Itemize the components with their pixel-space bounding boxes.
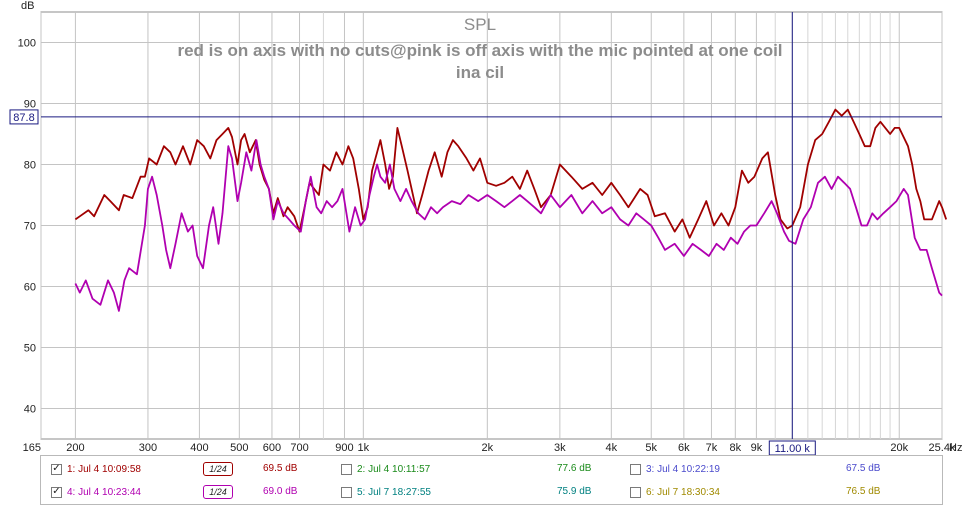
y-tick-label: 70 (24, 221, 36, 233)
x-axis-unit: Hz (949, 442, 962, 454)
legend-item-5[interactable]: 5: Jul 7 18:27:55 (341, 481, 431, 503)
measurement-1-value: 69.5 dB (263, 463, 298, 474)
measurement-3-checkbox[interactable] (630, 463, 641, 475)
measurement-2-checkbox[interactable] (341, 463, 352, 475)
x-tick-label: 4k (606, 442, 618, 454)
legend-item-6[interactable]: 6: Jul 7 18:30:34 (630, 481, 720, 503)
cursor-x-readout: 11.00 k (775, 443, 811, 455)
measurement-1-checkbox[interactable]: ✓ (51, 463, 62, 475)
legend-row-2: ✓ 4: Jul 4 10:23:44 1/24 69.0 dB 5: Jul … (41, 481, 942, 503)
measurement-2-value: 77.6 dB (557, 463, 592, 474)
cursor-y-readout: 87.8 (13, 112, 34, 124)
x-tick-label: 6k (678, 442, 690, 454)
measurement-6-label: 6: Jul 7 18:30:34 (646, 486, 720, 498)
measurement-6-checkbox[interactable] (630, 486, 641, 498)
x-tick-label: 900 (335, 442, 353, 454)
x-tick-label: 9k (751, 442, 763, 454)
y-tick-label: 90 (24, 99, 36, 111)
series-1-line (74, 108, 948, 239)
measurement-4-value: 69.0 dB (263, 486, 298, 497)
x-tick-label: 7k (706, 442, 718, 454)
measurement-5-checkbox[interactable] (341, 486, 352, 498)
measurement-3-value: 67.5 dB (846, 463, 881, 474)
legend-item-1[interactable]: ✓ 1: Jul 4 10:09:58 (51, 458, 141, 480)
series-2-line (74, 139, 943, 312)
legend-panel: ✓ 1: Jul 4 10:09:58 1/24 69.5 dB 2: Jul … (40, 455, 943, 505)
cursor-y-readout-box (9, 109, 39, 125)
measurement-4-smoothing-label: 1/24 (209, 487, 227, 497)
measurement-6-value: 76.5 dB (846, 486, 881, 497)
x-tick-label: 20k (890, 442, 908, 454)
x-tick-label: 3k (554, 442, 566, 454)
x-tick-label: 25.4k (929, 442, 956, 454)
chart-title: SPL (464, 15, 496, 34)
measurement-1-smoothing-button[interactable]: 1/24 (203, 462, 233, 476)
y-tick-label: 100 (18, 38, 36, 50)
y-tick-label: 50 (24, 343, 36, 355)
x-tick-label: 600 (263, 442, 281, 454)
measurement-4-checkbox[interactable]: ✓ (51, 486, 62, 498)
legend-item-3[interactable]: 3: Jul 4 10:22:19 (630, 458, 720, 480)
legend-row-1: ✓ 1: Jul 4 10:09:58 1/24 69.5 dB 2: Jul … (41, 458, 942, 480)
x-tick-label: 5k (645, 442, 657, 454)
x-tick-label: 2k (482, 442, 494, 454)
x-tick-label: 700 (290, 442, 308, 454)
measurement-3-label: 3: Jul 4 10:22:19 (646, 463, 720, 475)
measurement-4-smoothing-button[interactable]: 1/24 (203, 485, 233, 499)
x-tick-label: 1k (358, 442, 370, 454)
measurement-1-smoothing-label: 1/24 (209, 464, 227, 474)
x-tick-label: 300 (139, 442, 157, 454)
measurement-4-label: 4: Jul 4 10:23:44 (67, 486, 141, 498)
x-tick-label: 200 (66, 442, 84, 454)
y-tick-label: 40 (24, 404, 36, 416)
y-tick-label: 60 (24, 282, 36, 294)
measurement-2-label: 2: Jul 4 10:11:57 (357, 463, 431, 475)
x-tick-label: 8k (730, 442, 742, 454)
chart-subtitle: red is on axis with no cuts@pink is off … (177, 41, 782, 82)
measurement-5-value: 75.9 dB (557, 486, 592, 497)
measurement-5-label: 5: Jul 7 18:27:55 (357, 486, 431, 498)
x-tick-label: 165 (23, 442, 41, 454)
legend-item-2[interactable]: 2: Jul 4 10:11:57 (341, 458, 430, 480)
y-tick-label: 80 (24, 160, 36, 172)
y-axis-label: dB (21, 0, 34, 12)
legend-item-4[interactable]: ✓ 4: Jul 4 10:23:44 (51, 481, 141, 503)
x-tick-label: 500 (230, 442, 248, 454)
x-tick-label: 400 (190, 442, 208, 454)
measurement-1-label: 1: Jul 4 10:09:58 (67, 463, 141, 475)
